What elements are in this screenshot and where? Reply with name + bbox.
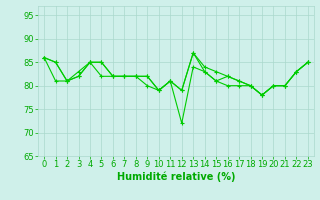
X-axis label: Humidité relative (%): Humidité relative (%) bbox=[117, 172, 235, 182]
